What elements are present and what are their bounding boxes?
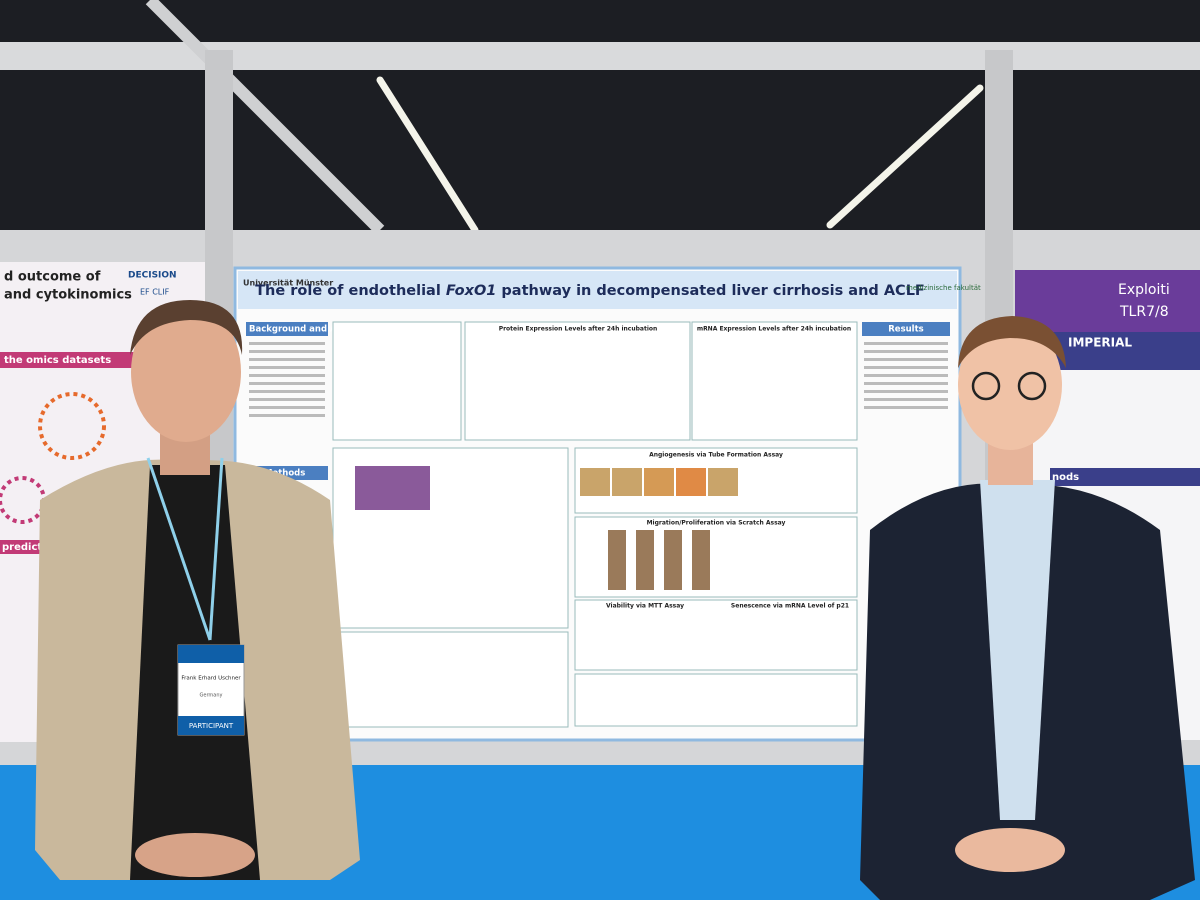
body-text	[864, 342, 948, 409]
badge-country: Germany	[200, 693, 223, 699]
title-bar	[238, 271, 957, 309]
left-person	[35, 300, 360, 880]
panel-title: mRNA Expression Levels after 24h incubat…	[697, 326, 851, 333]
body-text	[249, 342, 325, 417]
title-part: The role of endothelial	[255, 283, 446, 299]
poster-text: nods	[1052, 472, 1079, 483]
section-bar	[0, 352, 150, 368]
poster-text: Exploiti	[1118, 282, 1170, 298]
badge-role: PARTICIPANT	[189, 722, 234, 730]
scratch-images	[608, 530, 710, 590]
panel-title: Protein Expression Levels after 24h incu…	[499, 326, 658, 333]
microscopy-images	[580, 468, 738, 496]
section-bar	[246, 322, 328, 336]
university-logo: Universität Münster	[243, 279, 333, 288]
poster-text: IMPERIAL	[1068, 336, 1132, 350]
poster-text: TLR7/8	[1119, 304, 1169, 320]
poster-logo: DECISION	[128, 271, 177, 281]
poster-title: The role of endothelial FoxO1 pathway in…	[255, 283, 925, 299]
network-graphic	[38, 392, 106, 460]
poster-text: the omics datasets	[4, 355, 111, 366]
right-person	[860, 316, 1195, 900]
panel-title: Migration/Proliferation via Scratch Assa…	[647, 520, 786, 527]
poster-text: and cytokinomics	[4, 288, 132, 303]
upper-beam	[0, 42, 1200, 70]
title-part: FoxO1	[446, 283, 497, 299]
badge-name: Frank Erhard Uschner	[181, 676, 241, 682]
section-bar	[862, 322, 950, 336]
section-heading: Methods	[264, 469, 305, 479]
heatmap	[355, 466, 430, 510]
ceiling-lights	[376, 76, 984, 234]
faculty-logo: medizinische fakultät	[906, 284, 981, 292]
poster-text: predictive	[2, 542, 59, 553]
diagonal-beam	[145, 0, 385, 235]
title-part: pathway in decompensated liver cirrhosis…	[496, 283, 924, 299]
poster-text: d outcome of	[4, 270, 101, 285]
section-bar	[1050, 468, 1200, 486]
section-heading: Results	[888, 325, 923, 335]
panel-title: Angiogenesis via Tube Formation Assay	[649, 452, 783, 459]
poster-logo: EF CLIF	[140, 288, 170, 297]
panel-title: Senescence via mRNA Level of p21	[731, 603, 849, 610]
section-bar	[0, 540, 40, 554]
section-heading: Background and Aims	[249, 325, 353, 335]
panel-title: Viability via MTT Assay	[606, 603, 684, 610]
